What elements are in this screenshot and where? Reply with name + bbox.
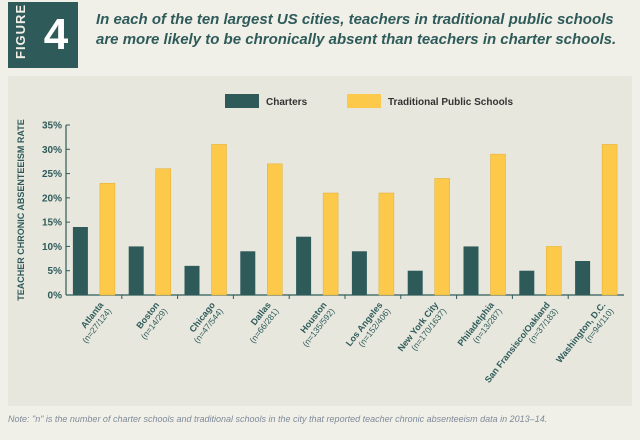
bar-traditional-6 — [434, 178, 450, 296]
chart-title: In each of the ten largest US cities, te… — [96, 11, 617, 48]
bar-charters-4 — [296, 236, 312, 295]
figure-number: 4 — [43, 10, 69, 59]
y-tick-label: 10% — [42, 242, 62, 253]
y-tick-label: 30% — [42, 145, 62, 156]
y-tick-label: 15% — [42, 218, 62, 229]
y-tick-label: 20% — [42, 193, 62, 204]
bar-charters-7 — [463, 246, 479, 295]
bar-charters-1 — [128, 246, 144, 295]
figure-label: FIGURE — [13, 3, 28, 59]
legend-label-charters: Charters — [266, 97, 308, 108]
y-tick-label: 35% — [42, 121, 62, 132]
legend-swatch-traditional — [347, 94, 381, 108]
footnote: Note: "n" is the number of charter schoo… — [8, 414, 548, 424]
bar-charters-5 — [351, 251, 367, 295]
chart-panel: Charters Traditional Public Schools TEACHE… — [8, 76, 632, 406]
bar-traditional-2 — [211, 144, 227, 296]
legend-label-traditional: Traditional Public Schools — [388, 97, 513, 108]
bar-charters-0 — [72, 227, 88, 295]
legend-swatch-charters — [225, 94, 259, 108]
figure-header: FIGURE 4 In each of the ten largest US c… — [0, 0, 640, 70]
y-tick-label: 0% — [48, 291, 63, 302]
bar-traditional-3 — [267, 163, 283, 296]
bar-chart: Charters Traditional Public Schools TEACHE… — [16, 94, 624, 385]
bar-traditional-0 — [99, 183, 116, 296]
bar-traditional-8 — [546, 246, 562, 296]
bar-traditional-1 — [155, 168, 171, 296]
bar-traditional-7 — [490, 153, 506, 296]
bar-charters-2 — [184, 265, 200, 295]
y-axis-label: TEACHER CHRONIC ABSENTEEISM RATE — [16, 119, 26, 301]
bar-charters-8 — [519, 270, 535, 295]
bar-traditional-9 — [601, 144, 618, 296]
bar-charters-3 — [240, 251, 256, 295]
figure-badge: FIGURE 4 — [8, 2, 78, 68]
bar-charters-9 — [575, 261, 591, 295]
y-tick-label: 5% — [48, 266, 63, 277]
bar-charters-6 — [407, 270, 423, 295]
bar-traditional-4 — [322, 192, 339, 296]
y-tick-label: 25% — [42, 169, 62, 180]
bar-traditional-5 — [378, 192, 395, 296]
